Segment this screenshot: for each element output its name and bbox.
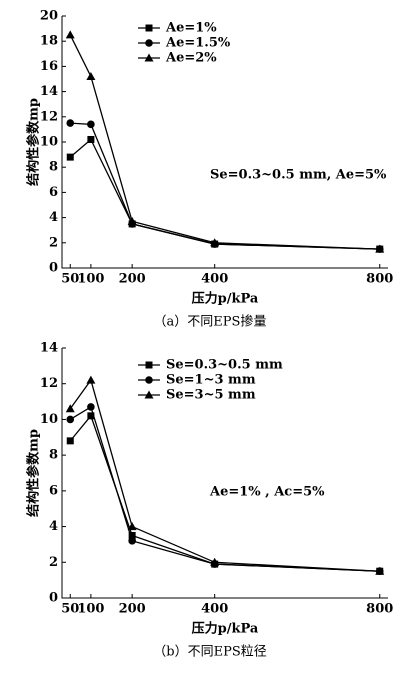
marker	[128, 537, 136, 545]
marker	[210, 238, 220, 247]
marker	[87, 403, 95, 411]
marker	[66, 119, 75, 127]
annotation: Ae=1% , Ac=5%	[209, 485, 325, 500]
x-axis-label: 压力p/kPa	[192, 621, 259, 637]
marker	[127, 522, 137, 531]
marker	[144, 390, 154, 399]
series-line	[70, 122, 380, 250]
y-tick-label: 2	[49, 555, 58, 570]
y-tick-label: 0	[49, 261, 58, 276]
marker	[87, 412, 95, 420]
marker	[145, 39, 153, 47]
x-tick-label: 200	[119, 272, 146, 287]
x-tick-label: 800	[366, 272, 393, 287]
marker	[87, 120, 95, 129]
x-tick-label: 200	[119, 602, 146, 617]
annotation: Se=0.3~0.5 mm, Ae=5%	[210, 168, 387, 183]
y-tick-label: 8	[49, 448, 58, 463]
y-tick-label: 12	[40, 376, 58, 391]
y-tick-label: 12	[40, 109, 58, 124]
y-tick-label: 6	[49, 185, 58, 200]
marker	[66, 437, 74, 445]
y-tick-label: 6	[49, 483, 58, 498]
series-line	[69, 378, 380, 572]
marker	[65, 404, 75, 413]
legend-label: Se=0.3~0.5 mm	[166, 358, 283, 373]
x-tick-label: 50	[61, 272, 79, 287]
y-tick-label: 10	[40, 412, 58, 427]
caption: （b）不同EPS粒径	[153, 645, 266, 660]
legend-label: Ae=1.5%	[165, 36, 231, 51]
y-tick-label: 18	[40, 34, 58, 49]
y-tick-label: 4	[49, 210, 58, 225]
legend-label: Se=1~3 mm	[166, 373, 256, 388]
marker	[145, 376, 153, 384]
y-tick-label: 2	[49, 235, 58, 250]
y-tick-label: 14	[40, 84, 58, 99]
legend-label: Ae=1%	[165, 21, 217, 36]
legend-label: Se=3~5 mm	[166, 388, 256, 403]
marker	[66, 153, 74, 161]
marker	[65, 30, 75, 39]
legend-label: Ae=2%	[165, 51, 217, 66]
caption: （a）不同EPS掺量	[154, 314, 267, 330]
marker	[86, 71, 96, 80]
marker	[86, 375, 96, 384]
y-tick-label: 20	[40, 9, 58, 24]
x-tick-label: 400	[201, 602, 228, 617]
series-line	[69, 138, 380, 250]
marker	[145, 24, 153, 32]
x-tick-label: 100	[77, 602, 104, 617]
marker	[128, 532, 136, 539]
marker	[210, 557, 220, 566]
x-tick-label: 400	[201, 272, 228, 287]
marker	[127, 216, 137, 225]
marker	[144, 53, 154, 62]
marker	[375, 244, 385, 253]
y-tick-label: 10	[40, 135, 58, 150]
y-tick-label: 14	[40, 341, 58, 356]
y-axis-label: 结构性参数mp	[26, 429, 42, 517]
x-tick-label: 50	[61, 602, 79, 617]
series-line	[69, 34, 380, 250]
y-tick-label: 16	[40, 59, 58, 74]
marker	[66, 415, 75, 424]
y-tick-label: 8	[49, 160, 58, 175]
axes	[61, 16, 388, 269]
x-tick-label: 100	[77, 272, 104, 287]
y-axis-label: 结构性参数mp	[26, 98, 42, 186]
x-tick-label: 800	[366, 602, 393, 617]
marker	[375, 566, 385, 575]
marker	[87, 135, 95, 143]
y-tick-label: 4	[49, 519, 58, 534]
y-tick-label: 0	[49, 591, 58, 606]
x-axis-label: 压力p/kPa	[192, 291, 259, 307]
marker	[145, 361, 153, 369]
